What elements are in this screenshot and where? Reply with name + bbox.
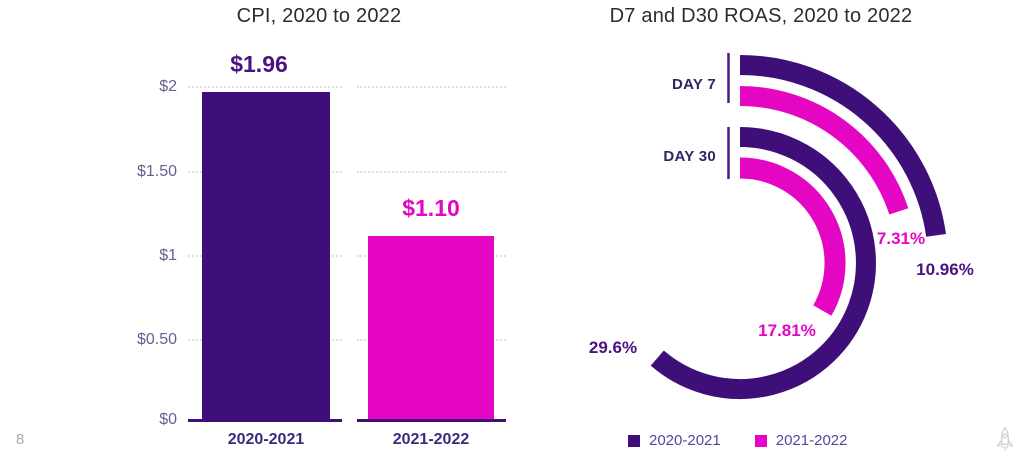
- bar-value-label-2021-2022: $1.10: [402, 195, 460, 221]
- x-category-2020-2021: 2020-2021: [227, 431, 305, 448]
- roas-arc-day7-2021-2022: [739, 86, 909, 215]
- cpi-chart-title: CPI, 2020 to 2022: [236, 5, 402, 27]
- x-category-2021-2022: 2021-2022: [392, 431, 470, 448]
- bar-value-label-2020-2021: $1.96: [230, 51, 288, 77]
- page-number: 8: [16, 431, 25, 448]
- x-axis-baseline-1: [188, 419, 342, 422]
- y-tick-0-50: $0.50: [136, 331, 177, 348]
- legend: 2020-2021 2021-2022: [628, 432, 847, 449]
- y-tick-2: $2: [159, 78, 177, 95]
- gridline: [357, 86, 506, 88]
- roas-arc-day30-2021-2022: [739, 157, 846, 316]
- bar-2020-2021: [202, 92, 330, 419]
- arc-label-day30-2020-2021: 29.6%: [588, 338, 638, 357]
- legend-swatch-magenta: [754, 434, 767, 447]
- legend-item-2020-2021: 2020-2021: [628, 432, 721, 449]
- group-label-day30: DAY 30: [663, 148, 716, 165]
- bar-2021-2022: [368, 236, 494, 419]
- y-tick-0: $0: [159, 411, 177, 428]
- group-label-day7: DAY 7: [671, 76, 716, 93]
- y-tick-1-50: $1.50: [136, 163, 177, 180]
- roas-chart-title: D7 and D30 ROAS, 2020 to 2022: [609, 5, 913, 27]
- legend-swatch-purple: [628, 434, 640, 447]
- x-axis-baseline-2: [357, 419, 506, 422]
- gridline: [357, 171, 506, 173]
- arc-label-day7-2021-2022: 7.31%: [876, 229, 926, 248]
- rocket-icon: [996, 426, 1014, 451]
- arc-label-day30-2021-2022: 17.81%: [758, 321, 816, 340]
- legend-item-2021-2022: 2021-2022: [754, 432, 848, 449]
- arc-label-day7-2020-2021: 10.96%: [916, 260, 974, 279]
- legend-label-2020-2021: 2020-2021: [649, 432, 721, 449]
- roas-arc-day7-2020-2021: [739, 55, 947, 237]
- roas-arc-day30-2020-2021: [650, 127, 876, 399]
- y-tick-1: $1: [159, 247, 177, 264]
- legend-label-2021-2022: 2021-2022: [775, 432, 848, 449]
- gridline: [188, 86, 342, 88]
